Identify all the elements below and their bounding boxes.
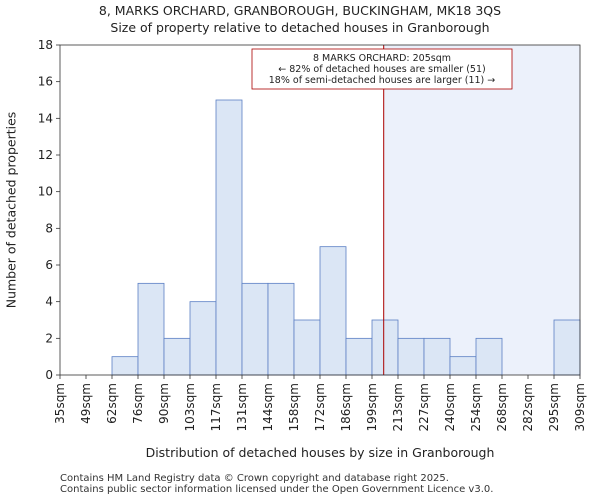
x-tick-label: 158sqm xyxy=(287,383,301,431)
x-axis-label: Distribution of detached houses by size … xyxy=(146,445,495,460)
bar-144sqm xyxy=(267,282,295,376)
bars-group xyxy=(111,99,581,376)
x-tick-label: 62sqm xyxy=(105,383,119,424)
bar-158sqm xyxy=(293,319,321,376)
x-tick-label: 90sqm xyxy=(157,383,171,424)
y-tick-label: 6 xyxy=(45,258,53,272)
footer-licence: Contains public sector information licen… xyxy=(60,484,494,495)
x-tick-label: 240sqm xyxy=(443,383,457,431)
y-tick-label: 12 xyxy=(38,148,53,162)
y-tick-label: 10 xyxy=(38,185,53,199)
y-axis-label: Number of detached properties xyxy=(4,112,19,309)
chart-title: 8, MARKS ORCHARD, GRANBOROUGH, BUCKINGHA… xyxy=(98,3,502,18)
bar-254sqm xyxy=(475,337,503,376)
annotation-line-property: 8 MARKS ORCHARD: 205sqm xyxy=(313,53,451,64)
annotation-box: 8 MARKS ORCHARD: 205sqm ← 82% of detache… xyxy=(251,48,513,90)
x-tick-label: 309sqm xyxy=(573,383,587,431)
bar-240sqm xyxy=(449,356,477,376)
y-axis: 0 2 4 6 8 10 12 14 16 18 xyxy=(38,38,60,382)
bar-62sqm xyxy=(111,356,139,376)
y-tick-label: 4 xyxy=(45,295,53,309)
annotation-border xyxy=(251,48,513,90)
y-tick-label: 8 xyxy=(45,221,53,235)
y-tick-label: 2 xyxy=(45,331,53,345)
bar-213sqm xyxy=(397,337,425,376)
bar-227sqm xyxy=(423,337,451,376)
x-tick-label: 172sqm xyxy=(313,383,327,431)
bar-172sqm xyxy=(319,246,347,376)
x-tick-label: 103sqm xyxy=(183,383,197,431)
y-tick-label: 0 xyxy=(45,368,53,382)
x-tick-label: 199sqm xyxy=(365,383,379,431)
y-tick-label: 14 xyxy=(38,111,53,125)
x-tick-label: 282sqm xyxy=(521,383,535,431)
x-tick-label: 117sqm xyxy=(209,383,223,431)
bar-295sqm xyxy=(553,319,581,376)
x-tick-label: 213sqm xyxy=(391,383,405,431)
x-tick-label: 268sqm xyxy=(495,383,509,431)
y-tick-label: 18 xyxy=(38,38,53,52)
x-tick-label: 131sqm xyxy=(235,383,249,431)
x-tick-label: 227sqm xyxy=(417,383,431,431)
x-tick-label: 76sqm xyxy=(131,383,145,424)
footer-copyright: Contains HM Land Registry data © Crown c… xyxy=(60,473,449,484)
x-tick-label: 254sqm xyxy=(469,383,483,431)
x-tick-label: 35sqm xyxy=(53,383,67,424)
bar-131sqm xyxy=(241,282,269,376)
annotation-line-larger: 18% of semi-detached houses are larger (… xyxy=(269,75,496,86)
bar-199sqm xyxy=(371,319,399,376)
bar-90sqm xyxy=(163,337,191,376)
bar-76sqm xyxy=(137,282,165,376)
y-tick-label: 16 xyxy=(38,75,53,89)
bar-186sqm xyxy=(345,337,373,376)
x-axis: 35sqm 49sqm 62sqm 76sqm 90sqm 103sqm 117sqm 131… xyxy=(53,375,587,431)
x-tick-label: 144sqm xyxy=(261,383,275,431)
x-tick-label: 295sqm xyxy=(547,383,561,431)
highlight-region xyxy=(383,45,580,375)
annotation-line-smaller: ← 82% of detached houses are smaller (51… xyxy=(278,64,485,75)
x-tick-label: 49sqm xyxy=(79,383,93,424)
bar-103sqm xyxy=(189,301,217,376)
bar-117sqm xyxy=(215,99,243,376)
x-tick-label: 186sqm xyxy=(339,383,353,431)
chart-subtitle: Size of property relative to detached ho… xyxy=(110,20,490,35)
